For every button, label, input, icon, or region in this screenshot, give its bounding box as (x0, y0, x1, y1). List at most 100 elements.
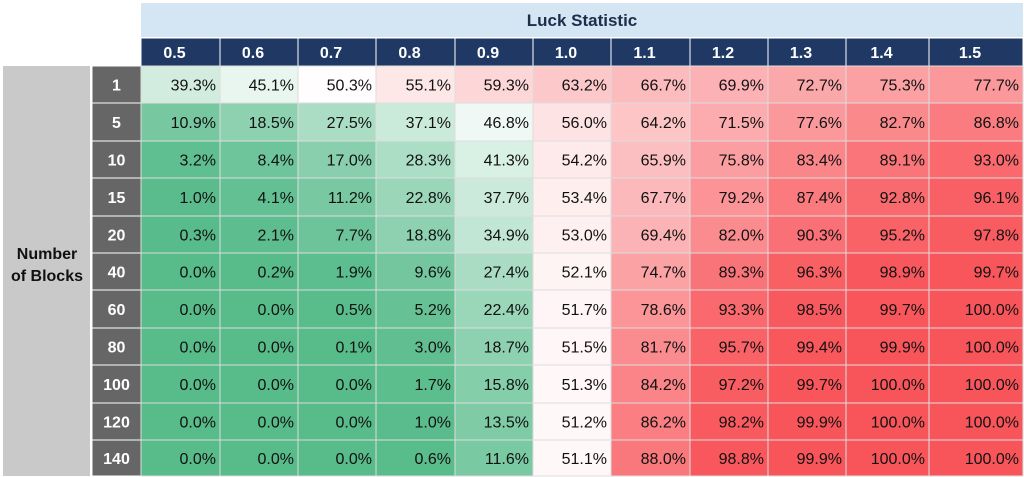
heatmap-cell-label: 97.8% (974, 228, 1019, 245)
heatmap-cell-label: 99.7% (880, 302, 925, 319)
heatmap-cell-label: 98.9% (880, 265, 925, 282)
heatmap-cell-label: 100.0% (965, 302, 1019, 319)
heatmap-cell (532, 439, 612, 477)
heatmap-cell (845, 177, 930, 217)
heatmap-cell (454, 402, 534, 441)
heatmap-cell (375, 65, 456, 104)
heatmap-cell (610, 439, 691, 477)
heatmap-cell-label: 46.8% (484, 115, 529, 132)
row-header-label: 5 (112, 115, 121, 132)
heatmap-cell-label: 34.9% (484, 228, 529, 245)
heatmap-cell (219, 215, 299, 254)
heatmap-cell-label: 22.4% (484, 302, 529, 319)
heatmap-cell-label: 17.0% (327, 153, 372, 170)
heatmap-cell (928, 252, 1024, 291)
heatmap-cell-label: 98.5% (797, 302, 842, 319)
y-axis-label: Number of Blocks (11, 246, 83, 285)
heatmap-cell-label: 64.2% (641, 115, 686, 132)
heatmap-cell-label: 0.0% (180, 451, 216, 468)
heatmap-cell-label: 65.9% (641, 153, 686, 170)
heatmap-cell (845, 439, 930, 477)
row-header-label: 80 (108, 340, 126, 357)
heatmap-cell-label: 99.9% (797, 451, 842, 468)
heatmap-cell-label: 0.0% (180, 377, 216, 394)
heatmap-cell (219, 439, 299, 477)
heatmap-cell-label: 95.7% (719, 340, 764, 357)
row-header-cell (91, 327, 142, 366)
column-header-label: 0.9 (477, 45, 499, 62)
heatmap-cell (140, 102, 221, 142)
heatmap-cell-label: 0.0% (180, 302, 216, 319)
heatmap-cell (140, 402, 221, 441)
column-header-label: 1.3 (790, 45, 812, 62)
heatmap-cell (297, 402, 377, 441)
heatmap-cell-label: 0.3% (180, 228, 216, 245)
heatmap-cell-label: 66.7% (641, 78, 686, 95)
heatmap-cell (532, 65, 612, 104)
row-header-label: 10 (108, 153, 126, 170)
chart-title: Luck Statistic (527, 11, 638, 30)
heatmap-cell (928, 177, 1024, 217)
row-header-cell (91, 215, 142, 254)
heatmap-cell (375, 364, 456, 404)
heatmap-cell-label: 0.0% (336, 415, 372, 432)
heatmap-cell-label: 56.0% (562, 115, 607, 132)
heatmap-cell (845, 215, 930, 254)
heatmap-cell-label: 99.7% (797, 377, 842, 394)
heatmap-cell-label: 45.1% (249, 78, 294, 95)
heatmap-cell-label: 52.1% (562, 265, 607, 282)
heatmap-cell (297, 364, 377, 404)
heatmap-cell-label: 51.2% (562, 415, 607, 432)
heatmap-cell (140, 327, 221, 366)
heatmap-cell-label: 81.7% (641, 340, 686, 357)
heatmap-cell (767, 177, 847, 217)
heatmap-cell (928, 327, 1024, 366)
row-header-label: 40 (108, 265, 126, 282)
column-header-label: 1.5 (959, 45, 981, 62)
heatmap-cell-label: 37.1% (406, 115, 451, 132)
heatmap-cell (532, 289, 612, 329)
heatmap-cell-label: 54.2% (562, 153, 607, 170)
column-header-label: 0.8 (398, 45, 420, 62)
heatmap-cell (375, 177, 456, 217)
heatmap-cell-label: 77.7% (974, 78, 1019, 95)
heatmap-cell-label: 100.0% (871, 415, 925, 432)
heatmap-cell-label: 0.0% (336, 451, 372, 468)
heatmap-cell-label: 2.1% (258, 228, 294, 245)
row-header-cell (91, 65, 142, 104)
heatmap-cell-label: 1.0% (180, 190, 216, 207)
heatmap-cell-label: 7.7% (336, 228, 372, 245)
heatmap-cell (689, 364, 769, 404)
heatmap-cell-label: 87.4% (797, 190, 842, 207)
heatmap-cell-label: 51.5% (562, 340, 607, 357)
row-header-label: 140 (103, 451, 130, 468)
heatmap-cell-label: 27.5% (327, 115, 372, 132)
column-header-label: 1.1 (633, 45, 655, 62)
heatmap-cell-label: 90.3% (797, 228, 842, 245)
heatmap-cell-label: 95.2% (880, 228, 925, 245)
heatmap-cell-label: 55.1% (406, 78, 451, 95)
column-header-label: 0.5 (163, 45, 185, 62)
heatmap-cell (845, 364, 930, 404)
heatmap-cell (689, 252, 769, 291)
heatmap-cell-label: 18.7% (484, 340, 529, 357)
heatmap-cell-label: 13.5% (484, 415, 529, 432)
heatmap-cell (845, 289, 930, 329)
column-header-label: 1.0 (555, 45, 577, 62)
heatmap-cell (140, 364, 221, 404)
heatmap-cell-label: 51.3% (562, 377, 607, 394)
heatmap-cell-label: 99.4% (797, 340, 842, 357)
heatmap-cell-label: 0.0% (180, 340, 216, 357)
heatmap-cell-label: 99.7% (974, 265, 1019, 282)
heatmap-cell-label: 0.0% (336, 377, 372, 394)
heatmap-cell-label: 96.3% (797, 265, 842, 282)
heatmap-cell (375, 140, 456, 179)
heatmap-cell (689, 439, 769, 477)
column-header-label: 1.2 (712, 45, 734, 62)
heatmap-cell-label: 51.1% (562, 451, 607, 468)
heatmap-cell-label: 39.3% (171, 78, 216, 95)
heatmap-cell (928, 364, 1024, 404)
heatmap-cell-label: 97.2% (719, 377, 764, 394)
heatmap-cell-label: 74.7% (641, 265, 686, 282)
heatmap-cell (689, 140, 769, 179)
